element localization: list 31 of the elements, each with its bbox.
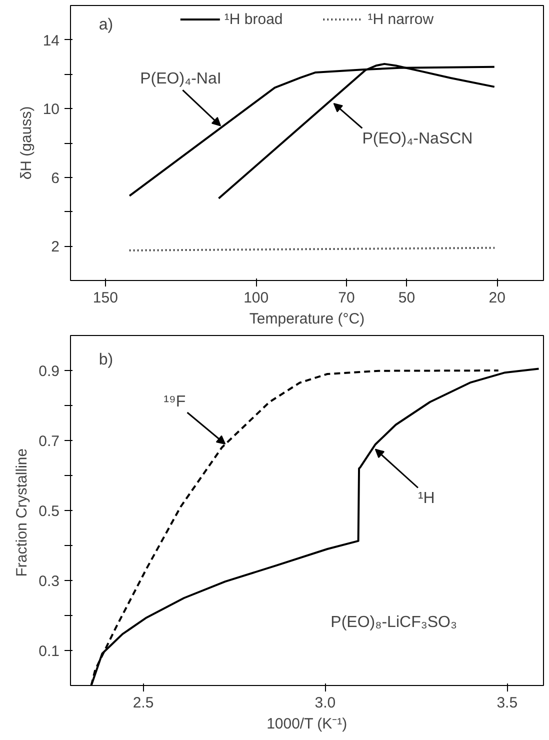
x-tick-label: 150 (92, 290, 118, 306)
x-tick-label: 50 (398, 290, 416, 306)
y-tick-label: 14 (42, 32, 60, 50)
annotation: P(EO)₄-NaI (140, 70, 222, 88)
annotation: b) (98, 352, 114, 368)
y-tick-label: 10 (42, 101, 60, 118)
x-axis-title: Temperature (°C) (249, 310, 365, 328)
x-axis-title: 1000/T (K⁻¹) (266, 716, 348, 732)
y-tick-label: 2 (51, 238, 60, 256)
annotation: ¹H (418, 490, 435, 507)
legend-label: ¹H narrow (368, 10, 434, 28)
y-tick-label: 0.1 (38, 643, 60, 660)
x-tick-label: 100 (244, 290, 269, 306)
x-tick-label: 20 (488, 290, 506, 306)
y-tick-label: 0.3 (38, 573, 60, 590)
annotation: P(EO)₄-NaSCN (362, 130, 473, 148)
y-axis-title: δH (gauss) (18, 106, 35, 180)
legend-label: ¹H broad (224, 10, 283, 28)
y-tick-label: 0.7 (38, 433, 60, 450)
x-tick-label: 3.0 (314, 694, 336, 712)
y-axis-title: Fraction Crystalline (14, 448, 31, 577)
annotation: P(EO)₈-LiCF₃SO₃ (330, 614, 457, 631)
y-tick-label: 0.5 (38, 503, 60, 520)
y-tick-label: 6 (51, 170, 60, 187)
annotation: ¹⁹F (164, 394, 186, 410)
y-tick-label: 0.9 (38, 363, 60, 380)
line-series (128, 66, 496, 197)
x-tick-label: 2.5 (132, 694, 154, 712)
x-tick-label: 70 (338, 290, 355, 306)
annotation: a) (98, 16, 114, 34)
x-tick-label: 3.5 (496, 694, 518, 712)
